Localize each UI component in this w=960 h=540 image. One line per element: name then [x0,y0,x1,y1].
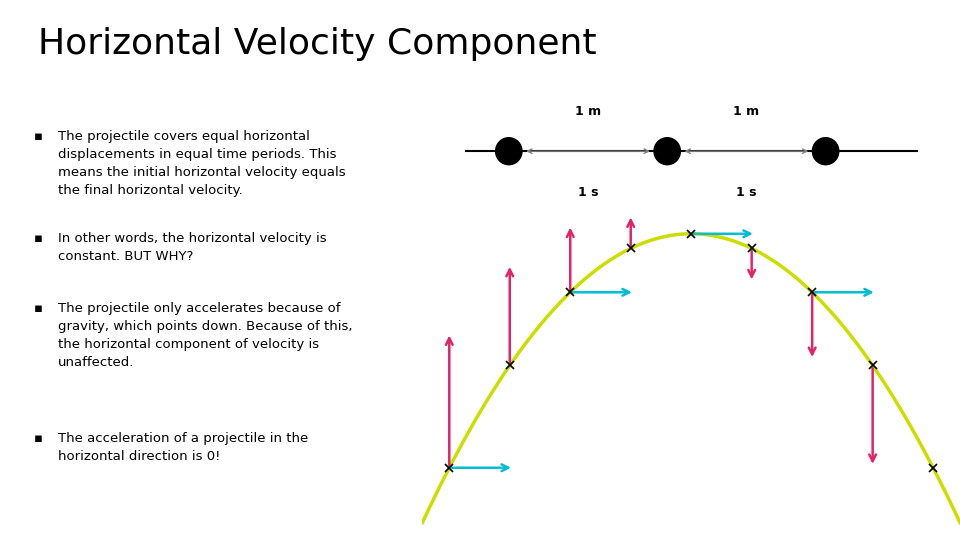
Ellipse shape [654,138,681,165]
Text: 1 s: 1 s [578,186,598,199]
Text: ▪: ▪ [34,302,42,315]
Text: 1 m: 1 m [733,105,759,118]
Text: The acceleration of a projectile in the
horizontal direction is 0!: The acceleration of a projectile in the … [58,432,308,463]
Text: The projectile only accelerates because of
gravity, which points down. Because o: The projectile only accelerates because … [58,302,352,369]
Ellipse shape [812,138,839,165]
Ellipse shape [495,138,522,165]
Text: In other words, the horizontal velocity is
constant. BUT WHY?: In other words, the horizontal velocity … [58,232,326,263]
Text: 1 s: 1 s [736,186,756,199]
Text: ▪: ▪ [34,130,42,143]
Text: ▪: ▪ [34,232,42,245]
Text: The projectile covers equal horizontal
displacements in equal time periods. This: The projectile covers equal horizontal d… [58,130,346,197]
Text: ▪: ▪ [34,432,42,445]
Text: Horizontal Velocity Component: Horizontal Velocity Component [38,27,597,61]
Text: 1 m: 1 m [575,105,601,118]
